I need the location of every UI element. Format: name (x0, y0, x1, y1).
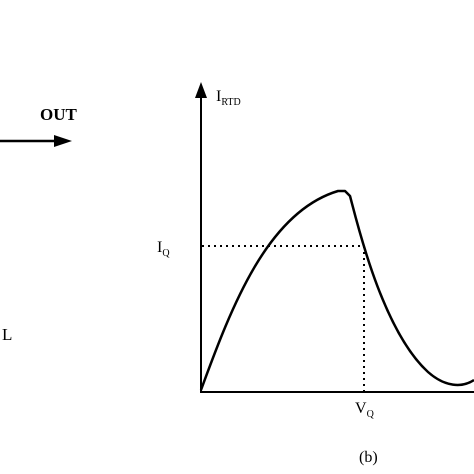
panel-caption: (b) (359, 449, 378, 466)
out-label: OUT (40, 105, 78, 124)
out-arrow-head (54, 135, 72, 147)
load-label: L (2, 325, 12, 344)
rtd-iv-curve (199, 189, 474, 391)
vq-label: VQ (355, 400, 375, 420)
iv-graph: IRTD IQ VQ (b) (157, 82, 474, 466)
y-axis-label: IRTD (216, 88, 241, 108)
circuit-panel: OUT L (0, 105, 78, 344)
y-axis-arrowhead (195, 82, 207, 98)
iq-label: IQ (157, 239, 170, 259)
